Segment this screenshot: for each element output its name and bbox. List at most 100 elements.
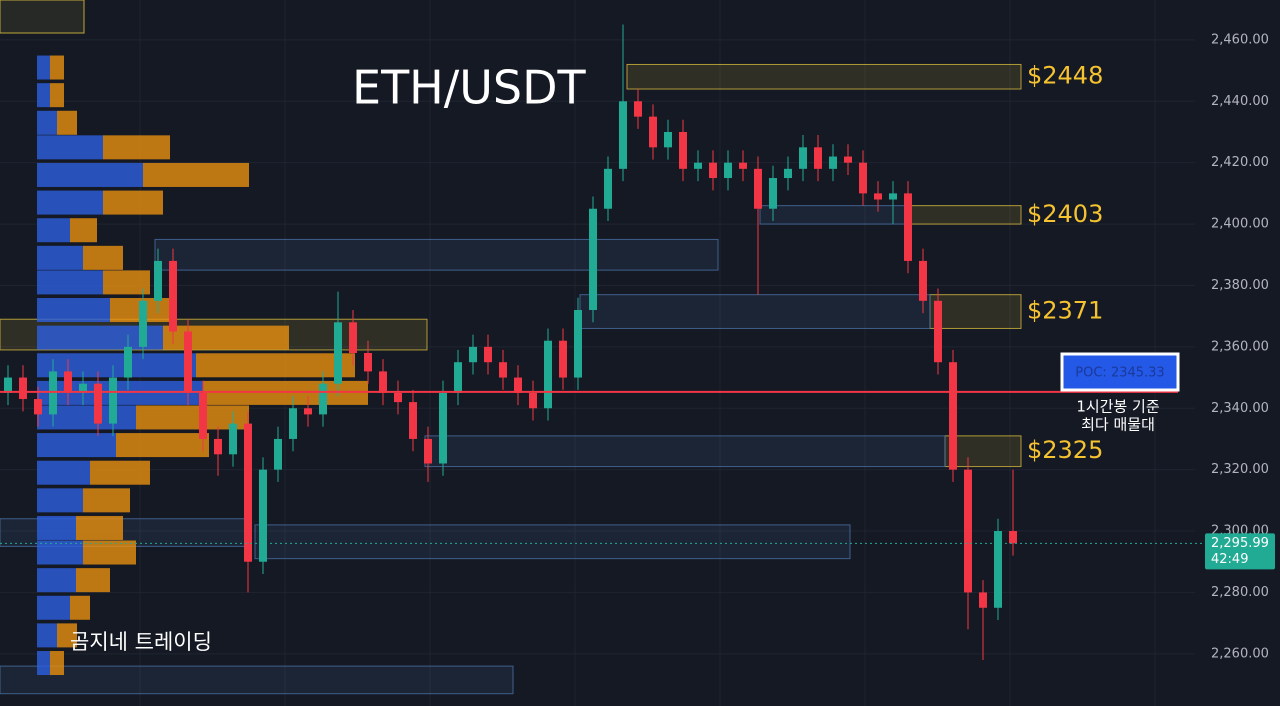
profile-sell (76, 568, 110, 593)
zone (626, 63, 1022, 90)
profile-buy (37, 460, 90, 485)
candle-body (169, 260, 177, 332)
candle-body (799, 147, 807, 169)
candle-body (454, 362, 462, 393)
zone (944, 435, 1022, 468)
zone (579, 294, 931, 329)
candle-body (904, 193, 912, 261)
zone (154, 238, 719, 271)
candle-body (754, 168, 762, 209)
poc-note: 1시간봉 기준 (1076, 398, 1160, 416)
profile-sell (70, 218, 97, 243)
candle-body (589, 208, 597, 311)
candle-body (634, 101, 642, 117)
candle-body (469, 346, 477, 363)
profile-sell (203, 380, 368, 405)
chart-title: ETH/USDT (352, 61, 587, 115)
profile-sell (103, 270, 150, 295)
profile-buy (37, 380, 203, 405)
candle-body (484, 346, 492, 363)
profile-sell (143, 162, 249, 187)
candle-body (544, 340, 552, 409)
y-tick-label: 2,280.00 (1211, 585, 1269, 600)
y-tick-label: 2,340.00 (1211, 401, 1269, 416)
y-tick-label: 2,260.00 (1211, 646, 1269, 661)
profile-sell (50, 83, 64, 108)
profile-buy (37, 651, 50, 676)
profile-sell (76, 515, 123, 540)
candle-body (829, 156, 837, 169)
candle-body (574, 310, 582, 378)
profile-sell (70, 595, 90, 620)
zone (424, 435, 946, 468)
profile-sell (83, 245, 123, 270)
candle-body (409, 402, 417, 439)
candle-body (319, 383, 327, 415)
profile-sell (57, 110, 77, 135)
profile-buy (37, 190, 103, 215)
candle-body (154, 260, 162, 301)
candle-body (229, 423, 237, 455)
candle-body (184, 331, 192, 393)
profile-sell (50, 55, 64, 80)
candle-body (244, 423, 252, 562)
candle-body (919, 260, 927, 301)
candle-body (349, 322, 357, 353)
y-tick-label: 2,400.00 (1211, 217, 1269, 232)
profile-buy (37, 218, 70, 243)
candle-body (874, 193, 882, 200)
candle-body (304, 408, 312, 415)
zone (904, 205, 1022, 225)
profile-buy (37, 270, 103, 295)
y-tick-label: 2,420.00 (1211, 155, 1269, 170)
profile-sell (163, 325, 289, 350)
candle-body (64, 371, 72, 393)
candle-body (379, 371, 387, 393)
y-tick-label: 2,440.00 (1211, 94, 1269, 109)
zone-label: $2325 (1027, 436, 1103, 464)
candle-body (1009, 531, 1017, 544)
candle-body (529, 392, 537, 409)
candle-body (844, 156, 852, 163)
candle-body (49, 371, 57, 415)
y-tick-label: 2,320.00 (1211, 462, 1269, 477)
candle-body (694, 162, 702, 169)
profile-sell (90, 460, 150, 485)
candle-body (94, 383, 102, 424)
candle-body (19, 377, 27, 400)
candle-body (394, 392, 402, 403)
candle-body (769, 178, 777, 209)
candle-body (139, 300, 147, 347)
candle-body (499, 362, 507, 378)
profile-buy (37, 162, 143, 187)
candle-body (124, 346, 132, 378)
candle-body (364, 353, 372, 372)
corner-box (0, 0, 85, 34)
candle-body (34, 399, 42, 415)
profile-sell (103, 135, 170, 160)
profile-buy (37, 568, 76, 593)
candle-body (859, 162, 867, 194)
zone (0, 665, 514, 695)
candle-body (949, 362, 957, 470)
candle-body (214, 438, 222, 455)
last-price-box (1205, 533, 1275, 570)
profile-buy (37, 515, 76, 540)
candle-body (964, 469, 972, 593)
profile-sell (57, 623, 77, 648)
profile-buy (37, 540, 83, 565)
y-tick-label: 2,460.00 (1211, 32, 1269, 47)
candle-body (739, 162, 747, 169)
candle-body (424, 438, 432, 464)
poc-box (1060, 352, 1180, 392)
candle-body (979, 592, 987, 608)
candle-body (994, 531, 1002, 608)
candle-body (4, 377, 12, 393)
profile-buy (37, 433, 116, 458)
profile-sell (116, 433, 209, 458)
zone (759, 205, 906, 225)
profile-buy (37, 623, 57, 648)
profile-buy (37, 83, 50, 108)
zone (254, 524, 851, 560)
y-tick-label: 2,360.00 (1211, 339, 1269, 354)
